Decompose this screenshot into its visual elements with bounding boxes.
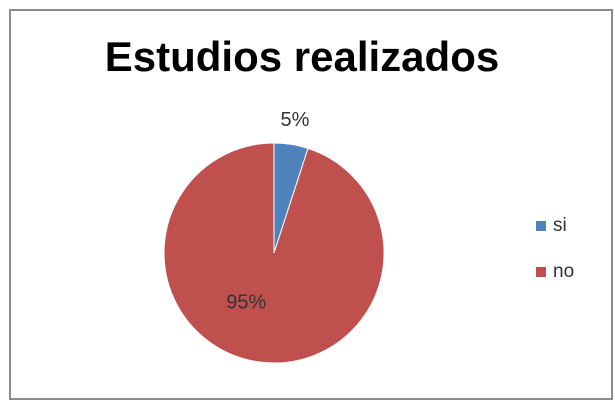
data-label-no: 95% [226,291,266,313]
legend-swatch-no [536,267,546,277]
pie-slice-no [163,142,385,364]
legend-item-si: si [536,214,574,238]
legend-label-no: no [553,261,575,282]
legend-swatch-si [536,221,546,231]
data-label-si: 5% [281,109,310,131]
chart-title: Estudios realizados [104,33,500,80]
legend: si no [536,214,574,306]
legend-item-no: no [536,260,574,284]
legend-label-si: si [553,215,567,236]
